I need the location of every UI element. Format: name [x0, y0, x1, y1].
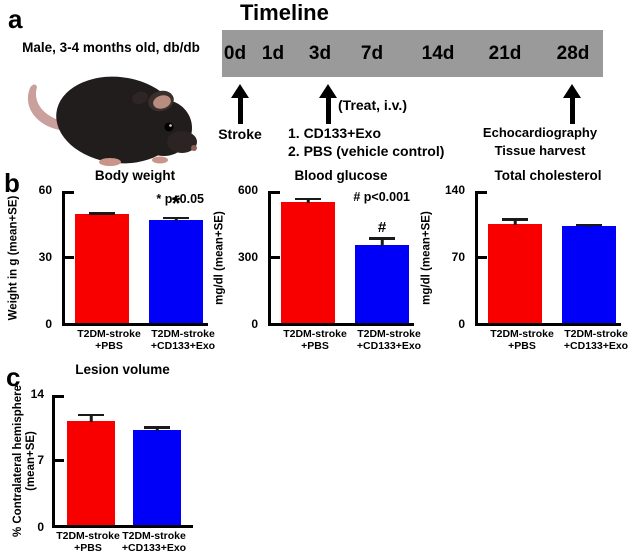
y-tick-zero: 0: [37, 520, 44, 534]
arrow-endpoint-icon: [563, 84, 581, 124]
day-label-28d: 28d: [556, 43, 590, 64]
tick-mark: [55, 395, 64, 398]
chart-title: Blood glucose: [294, 168, 388, 183]
arrow-treat-icon: [319, 84, 337, 124]
chart-total-cholesterol: Total cholesterol mg/dl (mean+SE) 140 70…: [413, 168, 628, 362]
y-tick-max: 60: [38, 183, 52, 197]
timeline-bar: 0d 1d 3d 7d 14d 21d 28d: [222, 30, 603, 77]
bar-cd133-exo: [149, 219, 203, 323]
category-label-pbs: T2DM-stroke +PBS: [77, 328, 141, 352]
error-bar: [163, 216, 189, 221]
subject-label: Male, 3-4 months old, db/db: [22, 40, 200, 55]
chart-title: Body weight: [94, 168, 176, 183]
error-bar: [295, 197, 321, 203]
y-tick-zero: 0: [251, 317, 258, 331]
chart-title: Lesion volume: [75, 362, 170, 377]
error-bar: [369, 237, 395, 246]
bar-pbs: [75, 214, 129, 323]
treat-option-2: 2. PBS (vehicle control): [288, 143, 445, 159]
category-label-exo: T2DM-stroke +CD133+Exo: [563, 328, 629, 352]
day-label-7d: 7d: [360, 43, 384, 64]
y-tick-max: 140: [444, 183, 465, 197]
panel-c-letter: c: [6, 362, 21, 392]
tick-mark: [55, 458, 64, 462]
treat-label: (Treat, i.v.): [338, 97, 407, 113]
tick-mark: [271, 255, 280, 259]
plot-area: [475, 191, 621, 326]
y-tick-max: 600: [237, 183, 258, 197]
plot-area: #: [268, 191, 414, 326]
category-label-exo: T2DM-stroke +CD133+Exo: [356, 328, 422, 352]
error-bar: [576, 223, 602, 227]
error-bar: [78, 413, 104, 422]
significance-annotation: # p<0.001: [353, 190, 410, 204]
timeline-title: Timeline: [240, 0, 329, 25]
significance-annotation: * p<0.05: [156, 192, 204, 206]
plot-area: *: [62, 191, 208, 326]
chart-blood-glucose: Blood glucose # p<0.001 mg/dl (mean+SE) …: [206, 168, 421, 362]
panel-a-letter: a: [8, 4, 23, 34]
bar-pbs: [67, 421, 115, 525]
chart-title: Total cholesterol: [494, 168, 602, 183]
tick-mark: [65, 191, 74, 194]
endpoint-label-2: Tissue harvest: [494, 143, 586, 158]
y-tick-zero: 0: [45, 317, 52, 331]
bar-cd133-exo: [355, 244, 409, 323]
bar-group: [478, 191, 621, 323]
bar-group: *: [65, 191, 208, 323]
tick-mark: [65, 255, 74, 259]
tick-mark: [478, 255, 487, 259]
tick-mark: [271, 191, 280, 194]
error-bar: [502, 218, 528, 225]
day-label-21d: 21d: [488, 43, 522, 64]
y-tick-max: 14: [30, 387, 44, 401]
chart-lesion-volume: Lesion volume % Contralateral hemisphere…: [0, 362, 210, 552]
bar-cd133-exo: [133, 430, 181, 525]
day-label-3d: 3d: [308, 43, 332, 64]
tick-mark: [478, 191, 487, 194]
category-label-pbs: T2DM-stroke +PBS: [490, 328, 554, 352]
bar-cd133-exo: [562, 225, 616, 323]
day-label-0d: 0d: [223, 43, 247, 64]
endpoint-label-1: Echocardiography: [482, 125, 598, 140]
stroke-label: Stroke: [218, 126, 262, 142]
category-label-exo: T2DM-stroke +CD133+Exo: [121, 530, 187, 552]
bar-group: [55, 395, 193, 525]
category-label-pbs: T2DM-stroke +PBS: [283, 328, 347, 352]
category-label-exo: T2DM-stroke +CD133+Exo: [150, 328, 216, 352]
bar-group: #: [271, 191, 414, 323]
y-tick-mid: 7: [37, 453, 44, 467]
treat-option-1: 1. CD133+Exo: [288, 125, 381, 141]
arrow-stroke-icon: [231, 84, 249, 124]
bar-pbs: [488, 224, 542, 323]
sig-marker: *: [171, 190, 181, 216]
bar-pbs: [281, 202, 335, 323]
error-bar: [144, 426, 170, 432]
y-tick-mid: 70: [451, 250, 465, 264]
y-tick-zero: 0: [458, 317, 465, 331]
category-label-pbs: T2DM-stroke +PBS: [56, 530, 120, 552]
day-label-1d: 1d: [261, 43, 285, 64]
panel-b-letter: b: [4, 168, 20, 198]
sig-marker: #: [377, 219, 387, 237]
plot-area: [52, 395, 193, 528]
y-tick-mid: 30: [38, 250, 52, 264]
mouse-illustration: [27, 76, 197, 166]
y-tick-mid: 300: [237, 250, 258, 264]
error-bar: [89, 212, 115, 216]
day-label-14d: 14d: [421, 43, 455, 64]
mouse-photo: [18, 56, 200, 168]
chart-body-weight: Body weight * p<0.05 Weight in g (mean+S…: [0, 168, 215, 362]
